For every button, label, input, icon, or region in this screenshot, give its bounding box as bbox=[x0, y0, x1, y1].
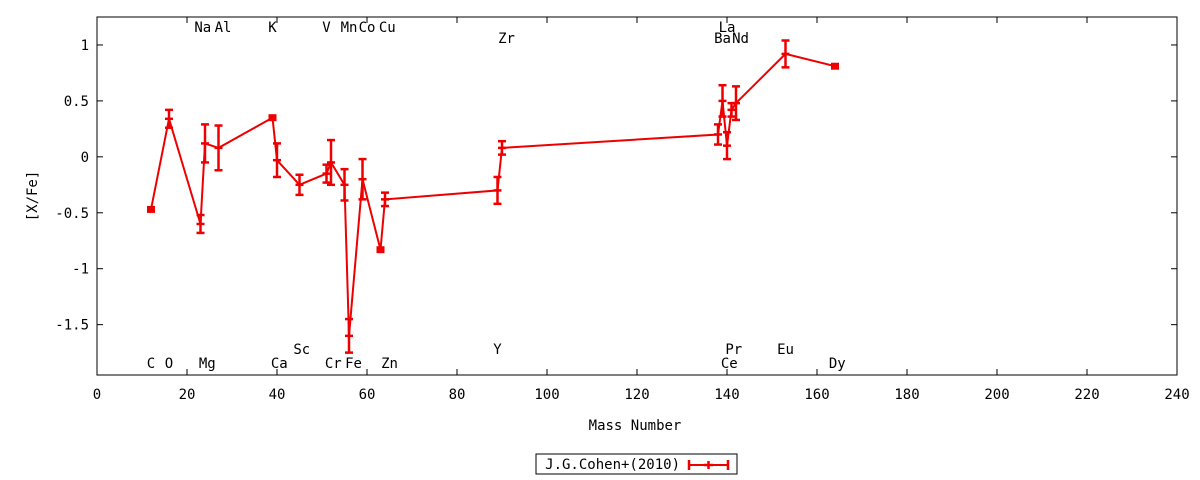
data-point bbox=[493, 175, 502, 206]
x-tick-label: 80 bbox=[449, 387, 466, 403]
data-point bbox=[322, 163, 331, 184]
element-label: Sc bbox=[293, 342, 310, 358]
element-label: C bbox=[147, 356, 155, 372]
data-point bbox=[498, 139, 506, 156]
data-point bbox=[273, 142, 281, 179]
data-point bbox=[268, 114, 277, 122]
y-tick-label: -1.5 bbox=[55, 318, 89, 334]
element-label: Ce bbox=[721, 356, 738, 372]
y-tick-label: -1 bbox=[72, 262, 89, 278]
x-tick-label: 60 bbox=[359, 387, 376, 403]
element-label: Mn bbox=[341, 20, 358, 36]
y-tick-label: 0.5 bbox=[64, 94, 89, 110]
x-tick-label: 40 bbox=[269, 387, 286, 403]
y-axis-label: [X/Fe] bbox=[25, 171, 41, 222]
legend-box bbox=[535, 453, 738, 475]
y-tick-label: 1 bbox=[81, 38, 89, 54]
data-point bbox=[340, 167, 349, 202]
legend: J.G.Cohen+(2010) bbox=[535, 453, 738, 475]
element-label: Dy bbox=[829, 356, 846, 372]
y-axis-ticks: -1.5 -1 -0.5 0 0.5 1 bbox=[55, 38, 1177, 334]
x-tick-label: 200 bbox=[984, 387, 1009, 403]
plot-frame bbox=[96, 16, 1178, 376]
element-label: K bbox=[268, 20, 277, 36]
x-tick-label: 100 bbox=[534, 387, 559, 403]
element-label: Eu bbox=[777, 342, 794, 358]
element-label: V bbox=[322, 20, 331, 36]
x-tick-label: 180 bbox=[894, 387, 919, 403]
data-point bbox=[723, 130, 731, 161]
element-label: Na bbox=[194, 20, 211, 36]
legend-label: J.G.Cohen+(2010) bbox=[545, 457, 680, 473]
series-line bbox=[150, 52, 836, 336]
element-label: O bbox=[165, 356, 173, 372]
x-tick-label: 140 bbox=[714, 387, 739, 403]
data-point bbox=[214, 124, 223, 172]
data-point bbox=[327, 138, 335, 187]
element-label: Cu bbox=[379, 20, 396, 36]
element-label: Mg bbox=[199, 356, 216, 372]
element-label: Zr bbox=[498, 31, 515, 47]
data-point bbox=[196, 213, 205, 235]
x-tick-label: 240 bbox=[1164, 387, 1189, 403]
x-tick-label: 160 bbox=[804, 387, 829, 403]
x-tick-label: 120 bbox=[624, 387, 649, 403]
element-label: Cr bbox=[325, 356, 342, 372]
data-point bbox=[201, 123, 209, 164]
data-point bbox=[165, 108, 173, 130]
data-point bbox=[831, 62, 839, 70]
element-labels: C O Mg Ca Cr Fe Zn Ce Dy Sc Y Pr Eu Na Al K V Mn Co Cu La Zr B… bbox=[147, 20, 846, 372]
element-label: Pr bbox=[725, 342, 742, 358]
element-label: Ca bbox=[271, 356, 288, 372]
x-tick-label: 20 bbox=[179, 387, 196, 403]
data-point bbox=[376, 246, 385, 254]
data-point bbox=[358, 157, 367, 201]
data-point bbox=[714, 123, 722, 146]
element-label: Y bbox=[493, 342, 502, 358]
y-tick-label: -0.5 bbox=[55, 206, 89, 222]
x-axis-ticks: 0 20 40 60 80 100 120 140 160 180 200 220 240 bbox=[93, 17, 1190, 403]
element-label: La bbox=[719, 20, 736, 36]
element-label: Fe bbox=[345, 356, 362, 372]
x-tick-label: 0 bbox=[93, 387, 101, 403]
element-label: Al bbox=[215, 20, 232, 36]
element-label: Ba bbox=[714, 31, 731, 47]
element-label: Nd bbox=[732, 31, 749, 47]
element-label: Zn bbox=[381, 356, 398, 372]
data-point bbox=[147, 205, 155, 213]
element-label: Co bbox=[359, 20, 376, 36]
data-point bbox=[345, 317, 353, 354]
data-point bbox=[781, 39, 790, 69]
y-tick-label: 0 bbox=[81, 150, 89, 166]
data-point bbox=[295, 173, 304, 197]
x-tick-label: 220 bbox=[1074, 387, 1099, 403]
x-axis-label: Mass Number bbox=[589, 418, 682, 434]
series-layer bbox=[147, 39, 839, 354]
data-point bbox=[381, 191, 389, 208]
data-point bbox=[732, 85, 740, 122]
data-point bbox=[718, 83, 727, 118]
